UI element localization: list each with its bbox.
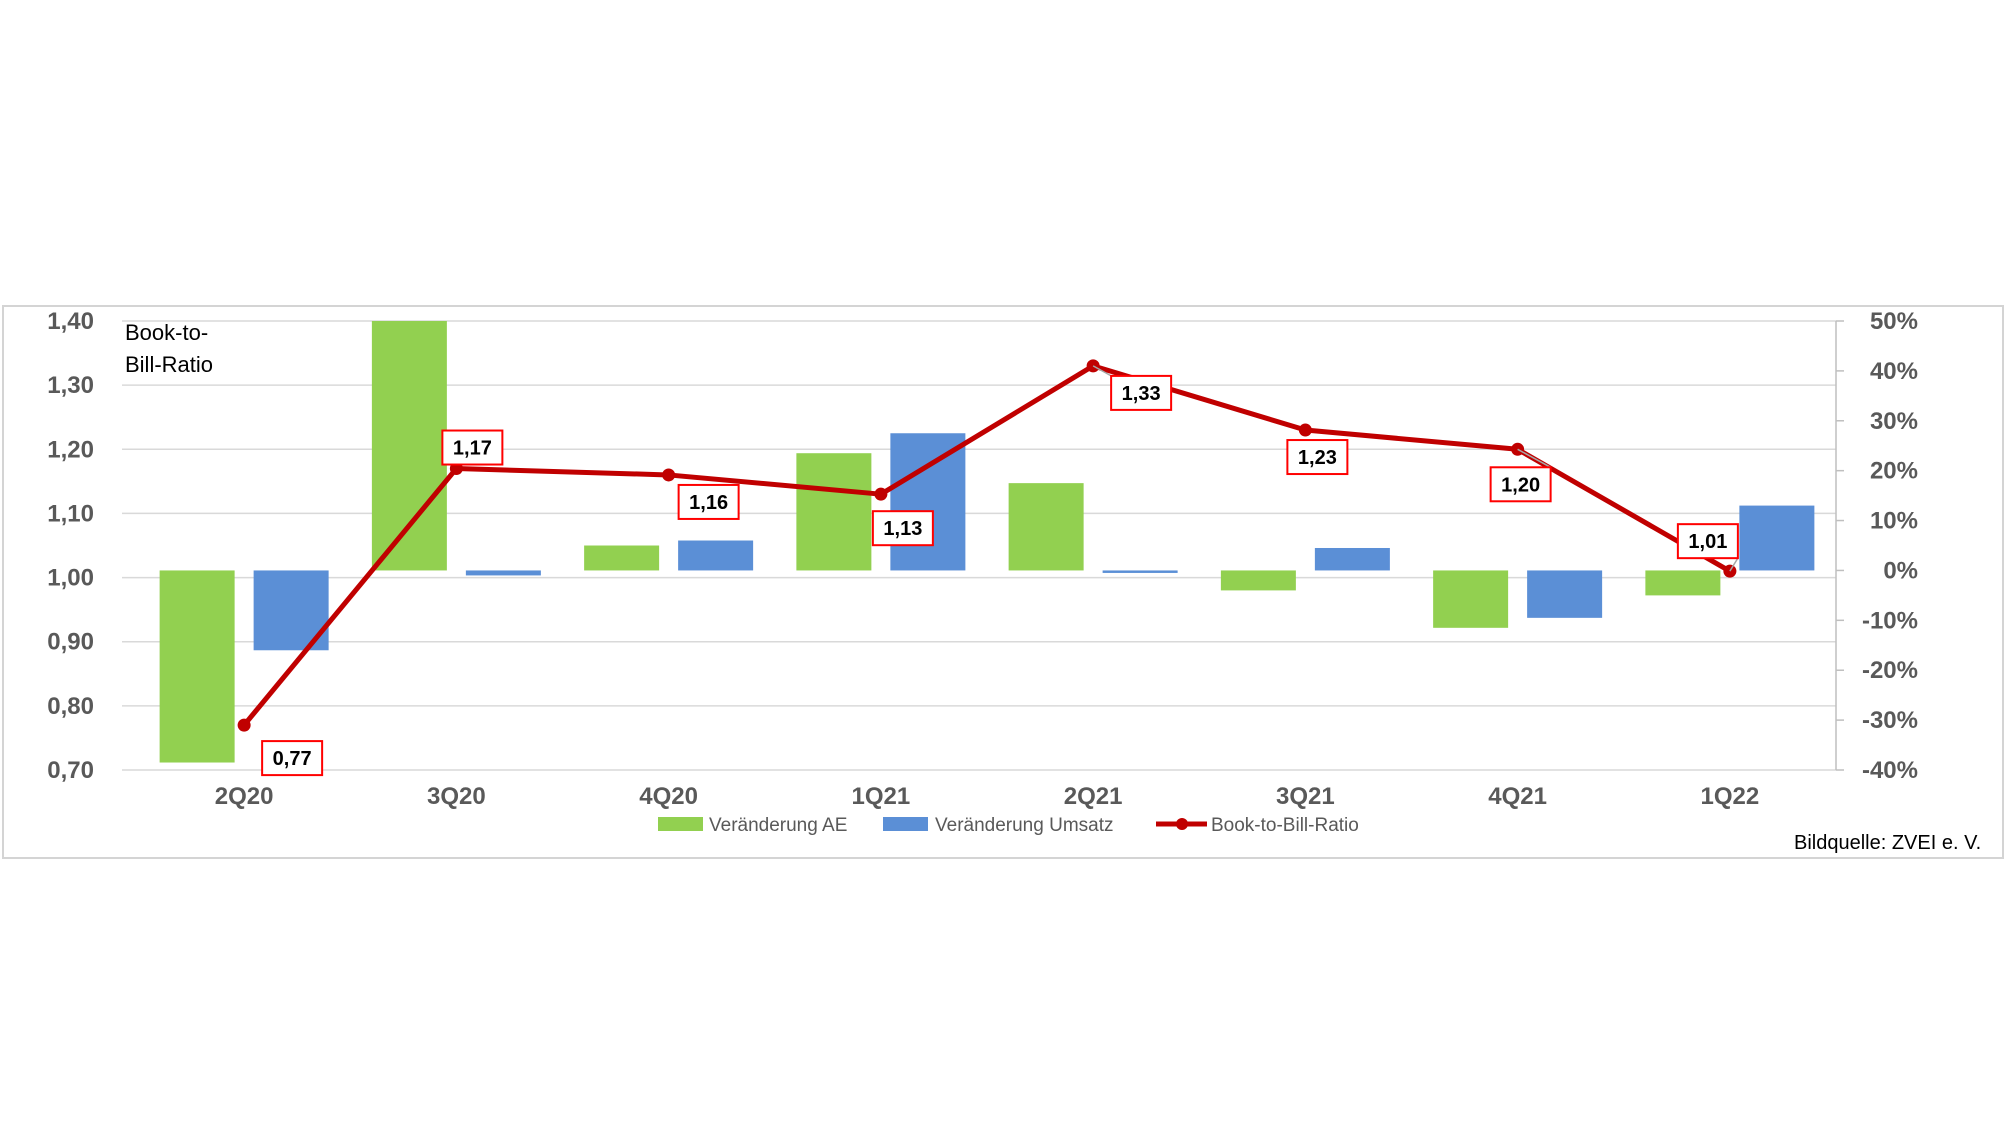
legend-swatch-umsatz: [883, 817, 928, 831]
data-label: 1,33: [1122, 383, 1161, 405]
ratio-line: [237, 359, 1737, 732]
x-category-label: 2Q21: [1064, 783, 1123, 810]
x-category-label: 1Q21: [852, 783, 911, 810]
y-right-tick-label: 30%: [1870, 408, 1918, 435]
y-right-tick-label: -40%: [1862, 757, 1918, 784]
ratio-point: [662, 468, 676, 482]
legend: Veränderung AE Veränderung Umsatz Book-t…: [658, 815, 1359, 836]
data-label-box: [1489, 466, 1552, 503]
data-label: 1,01: [1688, 531, 1727, 553]
y-left-tick-label: 1,00: [47, 565, 94, 592]
bar-veraenderung-ae: [159, 570, 235, 763]
bar-veraenderung-ae: [371, 321, 447, 571]
data-label-box: [677, 483, 740, 520]
bar-veraenderung-ae: [1220, 570, 1296, 591]
data-label: 1,13: [883, 518, 922, 540]
x-category-label: 3Q21: [1276, 783, 1335, 810]
y-right-tick-label: 10%: [1870, 508, 1918, 535]
y-right-tick-label: -30%: [1862, 707, 1918, 734]
legend-swatch-ae: [658, 817, 703, 831]
source-credit: Bildquelle: ZVEI e. V.: [1794, 832, 1981, 854]
data-label-leader: [1517, 448, 1551, 468]
y-left-tick-label: 0,90: [47, 629, 94, 656]
ratio-point: [874, 487, 888, 501]
bar-veraenderung-ae: [796, 453, 872, 571]
data-label: 1,16: [689, 492, 728, 514]
bar-veraenderung-umsatz: [465, 570, 541, 576]
chart-canvas: 0,77 1,17 1,16 1,13 1,33 1,23 1,20 1,01 0,70 0,8…: [47, 308, 1981, 854]
data-label-box: [1676, 523, 1739, 560]
data-label-box: [1286, 439, 1349, 476]
y-left-tick-label: 1,20: [47, 436, 94, 463]
ratio-point: [1511, 442, 1525, 456]
legend-label-umsatz: Veränderung Umsatz: [935, 815, 1114, 836]
bar-veraenderung-umsatz: [678, 540, 754, 571]
data-label: 0,77: [273, 748, 312, 770]
y-right-tick-label: 0%: [1883, 557, 1918, 584]
legend-marker-ratio: [1176, 818, 1188, 830]
bar-veraenderung-ae: [1433, 570, 1509, 628]
y-left-tick-label: 0,80: [47, 693, 94, 720]
axes: 0,70 0,80 0,90 1,00 1,10 1,20 1,30 1,40 -40% -30%…: [47, 308, 1918, 810]
ratio-point: [237, 718, 251, 732]
bar-veraenderung-ae: [1008, 483, 1084, 571]
data-label-box: [261, 740, 324, 777]
data-label-leader: [1729, 557, 1739, 572]
bar-veraenderung-umsatz: [1314, 547, 1390, 571]
data-label: 1,20: [1501, 474, 1540, 496]
x-category-label: 4Q21: [1488, 783, 1547, 810]
bar-veraenderung-ae: [584, 545, 660, 571]
data-label-box: [1110, 374, 1173, 411]
ratio-series-line: [242, 363, 1732, 727]
x-category-label: 2Q20: [215, 783, 274, 810]
bar-veraenderung-ae: [1645, 570, 1721, 596]
y-right-tick-label: -20%: [1862, 657, 1918, 684]
y-right-tick-label: 20%: [1870, 458, 1918, 485]
data-label-box: [871, 510, 934, 547]
yaxis-title-line-1: Book-to-: [125, 320, 208, 345]
bars: [159, 321, 1815, 763]
y-right-tick-label: 50%: [1870, 308, 1918, 335]
legend-label-ae: Veränderung AE: [709, 815, 847, 836]
y-right-tick-label: -10%: [1862, 607, 1918, 634]
legend-label-ratio: Book-to-Bill-Ratio: [1211, 815, 1359, 836]
y-right-tick-label: 40%: [1870, 358, 1918, 385]
data-label: 1,17: [453, 438, 492, 460]
chart-frame: 0,77 1,17 1,16 1,13 1,33 1,23 1,20 1,01 0,70 0,8…: [2, 305, 2004, 859]
x-category-label: 1Q22: [1701, 783, 1760, 810]
bar-veraenderung-umsatz: [1527, 570, 1603, 618]
y-left-tick-label: 1,10: [47, 500, 94, 527]
data-labels: 0,77 1,17 1,16 1,13 1,33 1,23 1,20 1,01: [261, 365, 1739, 777]
y-left-tick-label: 1,30: [47, 372, 94, 399]
y-left-tick-label: 0,70: [47, 757, 94, 784]
bar-veraenderung-umsatz: [1102, 570, 1178, 573]
data-label: 1,23: [1298, 447, 1337, 469]
ratio-point: [1086, 359, 1100, 373]
bar-veraenderung-umsatz: [890, 433, 966, 571]
data-label-box: [441, 429, 504, 466]
data-label-leader: [1092, 365, 1112, 377]
x-category-label: 4Q20: [639, 783, 698, 810]
x-category-label: 3Q20: [427, 783, 486, 810]
y-left-tick-label: 1,40: [47, 308, 94, 335]
yaxis-title-line-2: Bill-Ratio: [125, 352, 213, 377]
ratio-point: [1298, 423, 1312, 437]
bar-veraenderung-umsatz: [1739, 505, 1815, 571]
